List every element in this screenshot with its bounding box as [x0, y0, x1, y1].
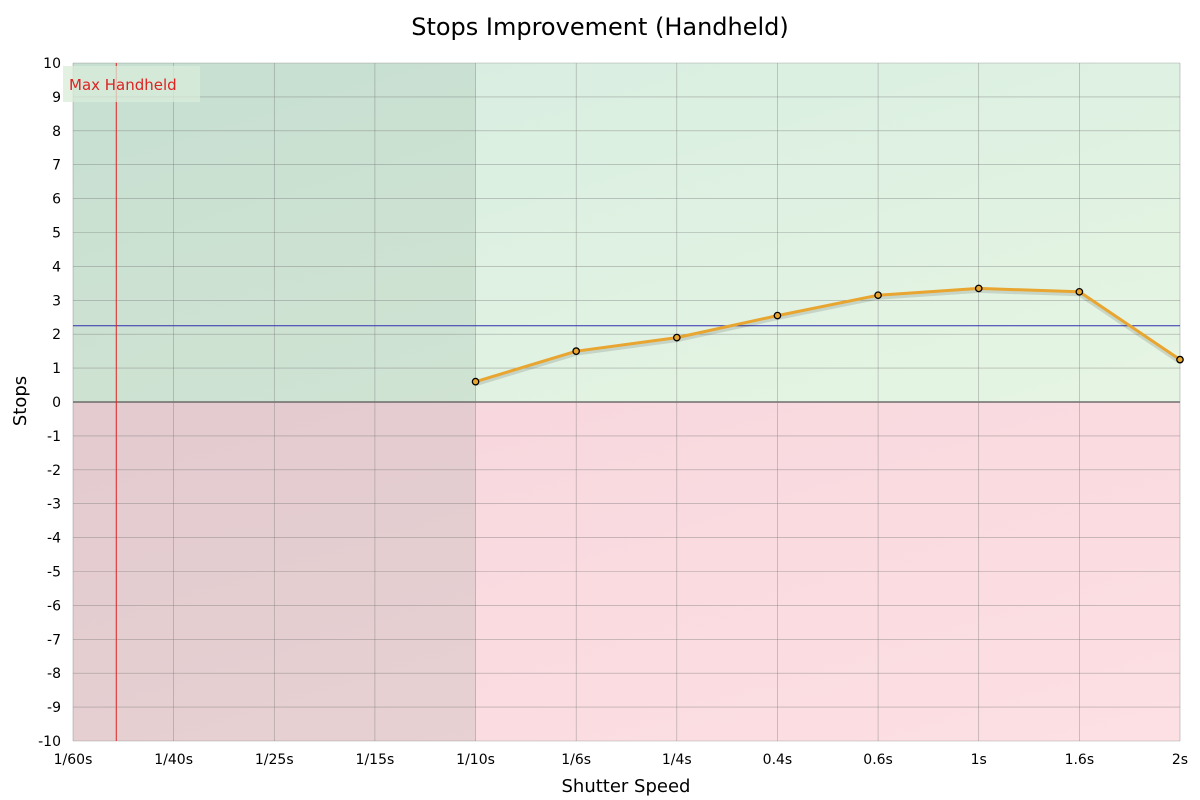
data-point — [672, 333, 681, 342]
y-tick-label: -3 — [47, 497, 61, 513]
x-tick-label: 1.6s — [1065, 752, 1095, 768]
x-tick-label: 1/10s — [456, 752, 495, 768]
x-tick-label: 1/15s — [356, 752, 395, 768]
series-group — [471, 284, 1184, 387]
y-tick-label: 7 — [52, 158, 61, 174]
y-tick-label: -9 — [47, 700, 61, 716]
max-handheld-label-box — [63, 66, 200, 102]
data-point — [1176, 355, 1184, 364]
series-line-shadow — [474, 287, 1182, 387]
y-tick-label: 9 — [52, 90, 61, 106]
x-axis-label: Shutter Speed — [562, 776, 691, 797]
grid — [72, 62, 1181, 742]
y-tick-label: 10 — [43, 56, 61, 72]
y-tick-label: 3 — [52, 293, 61, 309]
y-tick-label: -6 — [47, 598, 61, 614]
x-tick-label: 1s — [971, 752, 987, 768]
data-point — [773, 311, 782, 320]
x-tick-label: 1/40s — [154, 752, 193, 768]
x-tick-label: 1/4s — [662, 752, 692, 768]
y-tick-label: -1 — [47, 429, 61, 445]
y-tick-label: 0 — [52, 395, 61, 411]
y-tick-label: -2 — [47, 463, 61, 479]
y-tick-label: 4 — [52, 259, 61, 275]
x-tick-label: 0.4s — [763, 752, 793, 768]
x-tick-label: 1/60s — [54, 752, 93, 768]
y-tick-label: 6 — [52, 192, 61, 208]
data-point — [974, 284, 983, 293]
y-tick-label: 1 — [52, 361, 61, 377]
x-tick-label: 2s — [1172, 752, 1188, 768]
y-tick-label: 2 — [52, 327, 61, 343]
max-handheld-label: Max Handheld — [69, 76, 177, 94]
x-tick-label: 1/25s — [255, 752, 294, 768]
y-tick-label: 5 — [52, 226, 61, 242]
y-tick-label: -10 — [38, 734, 61, 750]
y-tick-label: -8 — [47, 666, 61, 682]
chart-title: Stops Improvement (Handheld) — [411, 13, 789, 41]
y-tick-label: -7 — [47, 632, 61, 648]
y-axis-label: Stops — [10, 376, 31, 426]
y-tick-label: 8 — [52, 124, 61, 140]
data-point — [874, 291, 882, 300]
reference-lines — [73, 63, 1180, 741]
data-point — [471, 377, 480, 386]
x-tick-label: 0.6s — [863, 752, 893, 768]
x-tick-label: 1/6s — [561, 752, 591, 768]
y-tick-label: -4 — [47, 531, 61, 547]
data-point — [1075, 287, 1084, 296]
series-line — [475, 286, 1181, 384]
y-tick-label: -5 — [47, 565, 61, 581]
data-point — [572, 347, 581, 355]
